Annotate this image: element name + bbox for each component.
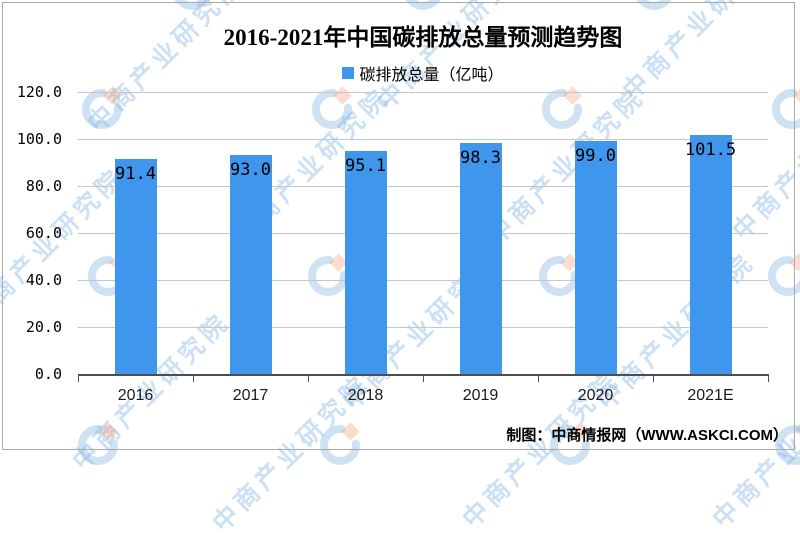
x-axis-tick xyxy=(653,375,654,382)
legend: 碳排放总量（亿吨） xyxy=(78,61,768,85)
askci-logo-icon xyxy=(75,420,121,466)
y-axis-tick-label: 60.0 xyxy=(25,224,62,242)
gridline xyxy=(78,186,768,187)
askci-logo-icon xyxy=(769,84,800,130)
askci-logo-icon xyxy=(765,251,800,297)
askci-logo-icon xyxy=(305,251,351,297)
askci-logo-icon xyxy=(317,420,363,466)
y-axis-tick-label: 0.0 xyxy=(34,365,62,383)
bar-2021E xyxy=(689,135,732,374)
gridline xyxy=(78,139,768,140)
y-axis-tick-label: 40.0 xyxy=(25,271,62,289)
bar-2017 xyxy=(229,155,272,374)
bar-value-label: 91.4 xyxy=(115,164,156,184)
x-axis-tick xyxy=(193,375,194,382)
askci-logo-icon xyxy=(400,0,446,11)
x-axis-tick xyxy=(423,375,424,382)
gridline xyxy=(78,280,768,281)
askci-logo-icon xyxy=(79,84,125,130)
askci-logo-icon xyxy=(631,0,677,11)
y-axis-tick-label: 80.0 xyxy=(25,177,62,195)
legend-marker-icon xyxy=(342,67,355,79)
askci-logo-icon xyxy=(169,0,215,11)
x-axis-tick xyxy=(768,375,769,382)
bar-2018 xyxy=(344,151,387,374)
x-axis-label-2017: 2017 xyxy=(232,387,269,404)
x-axis-label-2021E: 2021E xyxy=(687,387,734,404)
x-axis-line xyxy=(78,374,769,376)
legend-label: 碳排放总量（亿吨） xyxy=(359,67,504,84)
bar-2020 xyxy=(574,141,617,374)
credit-text: 制图：中商情报网（WWW.ASKCI.COM） xyxy=(506,427,788,444)
askci-logo-icon xyxy=(536,251,582,297)
askci-logo-icon xyxy=(539,84,585,130)
x-axis-tick xyxy=(538,375,539,382)
gridline xyxy=(78,327,768,328)
bar-value-label: 99.0 xyxy=(575,146,616,166)
bar-value-label: 95.1 xyxy=(345,156,386,176)
askci-logo-icon xyxy=(309,84,355,130)
bar-2016 xyxy=(114,159,157,374)
x-axis-label-2019: 2019 xyxy=(462,387,499,404)
x-axis-tick xyxy=(308,375,309,382)
y-axis-tick-label: 100.0 xyxy=(16,130,62,148)
gridline xyxy=(78,233,768,234)
gridline xyxy=(78,92,768,93)
bar-2019 xyxy=(459,143,502,374)
bar-value-label: 101.5 xyxy=(684,140,737,160)
y-axis-tick-label: 20.0 xyxy=(25,318,62,336)
x-axis-tick xyxy=(78,375,79,382)
chart-title: 2016-2021年中国碳排放总量预测趋势图 xyxy=(223,25,623,50)
bar-value-label: 93.0 xyxy=(230,160,271,180)
x-axis-label-2020: 2020 xyxy=(577,387,614,404)
y-axis-tick-label: 120.0 xyxy=(16,83,62,101)
x-axis-label-2018: 2018 xyxy=(347,387,384,404)
bar-value-label: 98.3 xyxy=(460,148,501,168)
x-axis-label-2016: 2016 xyxy=(117,387,154,404)
